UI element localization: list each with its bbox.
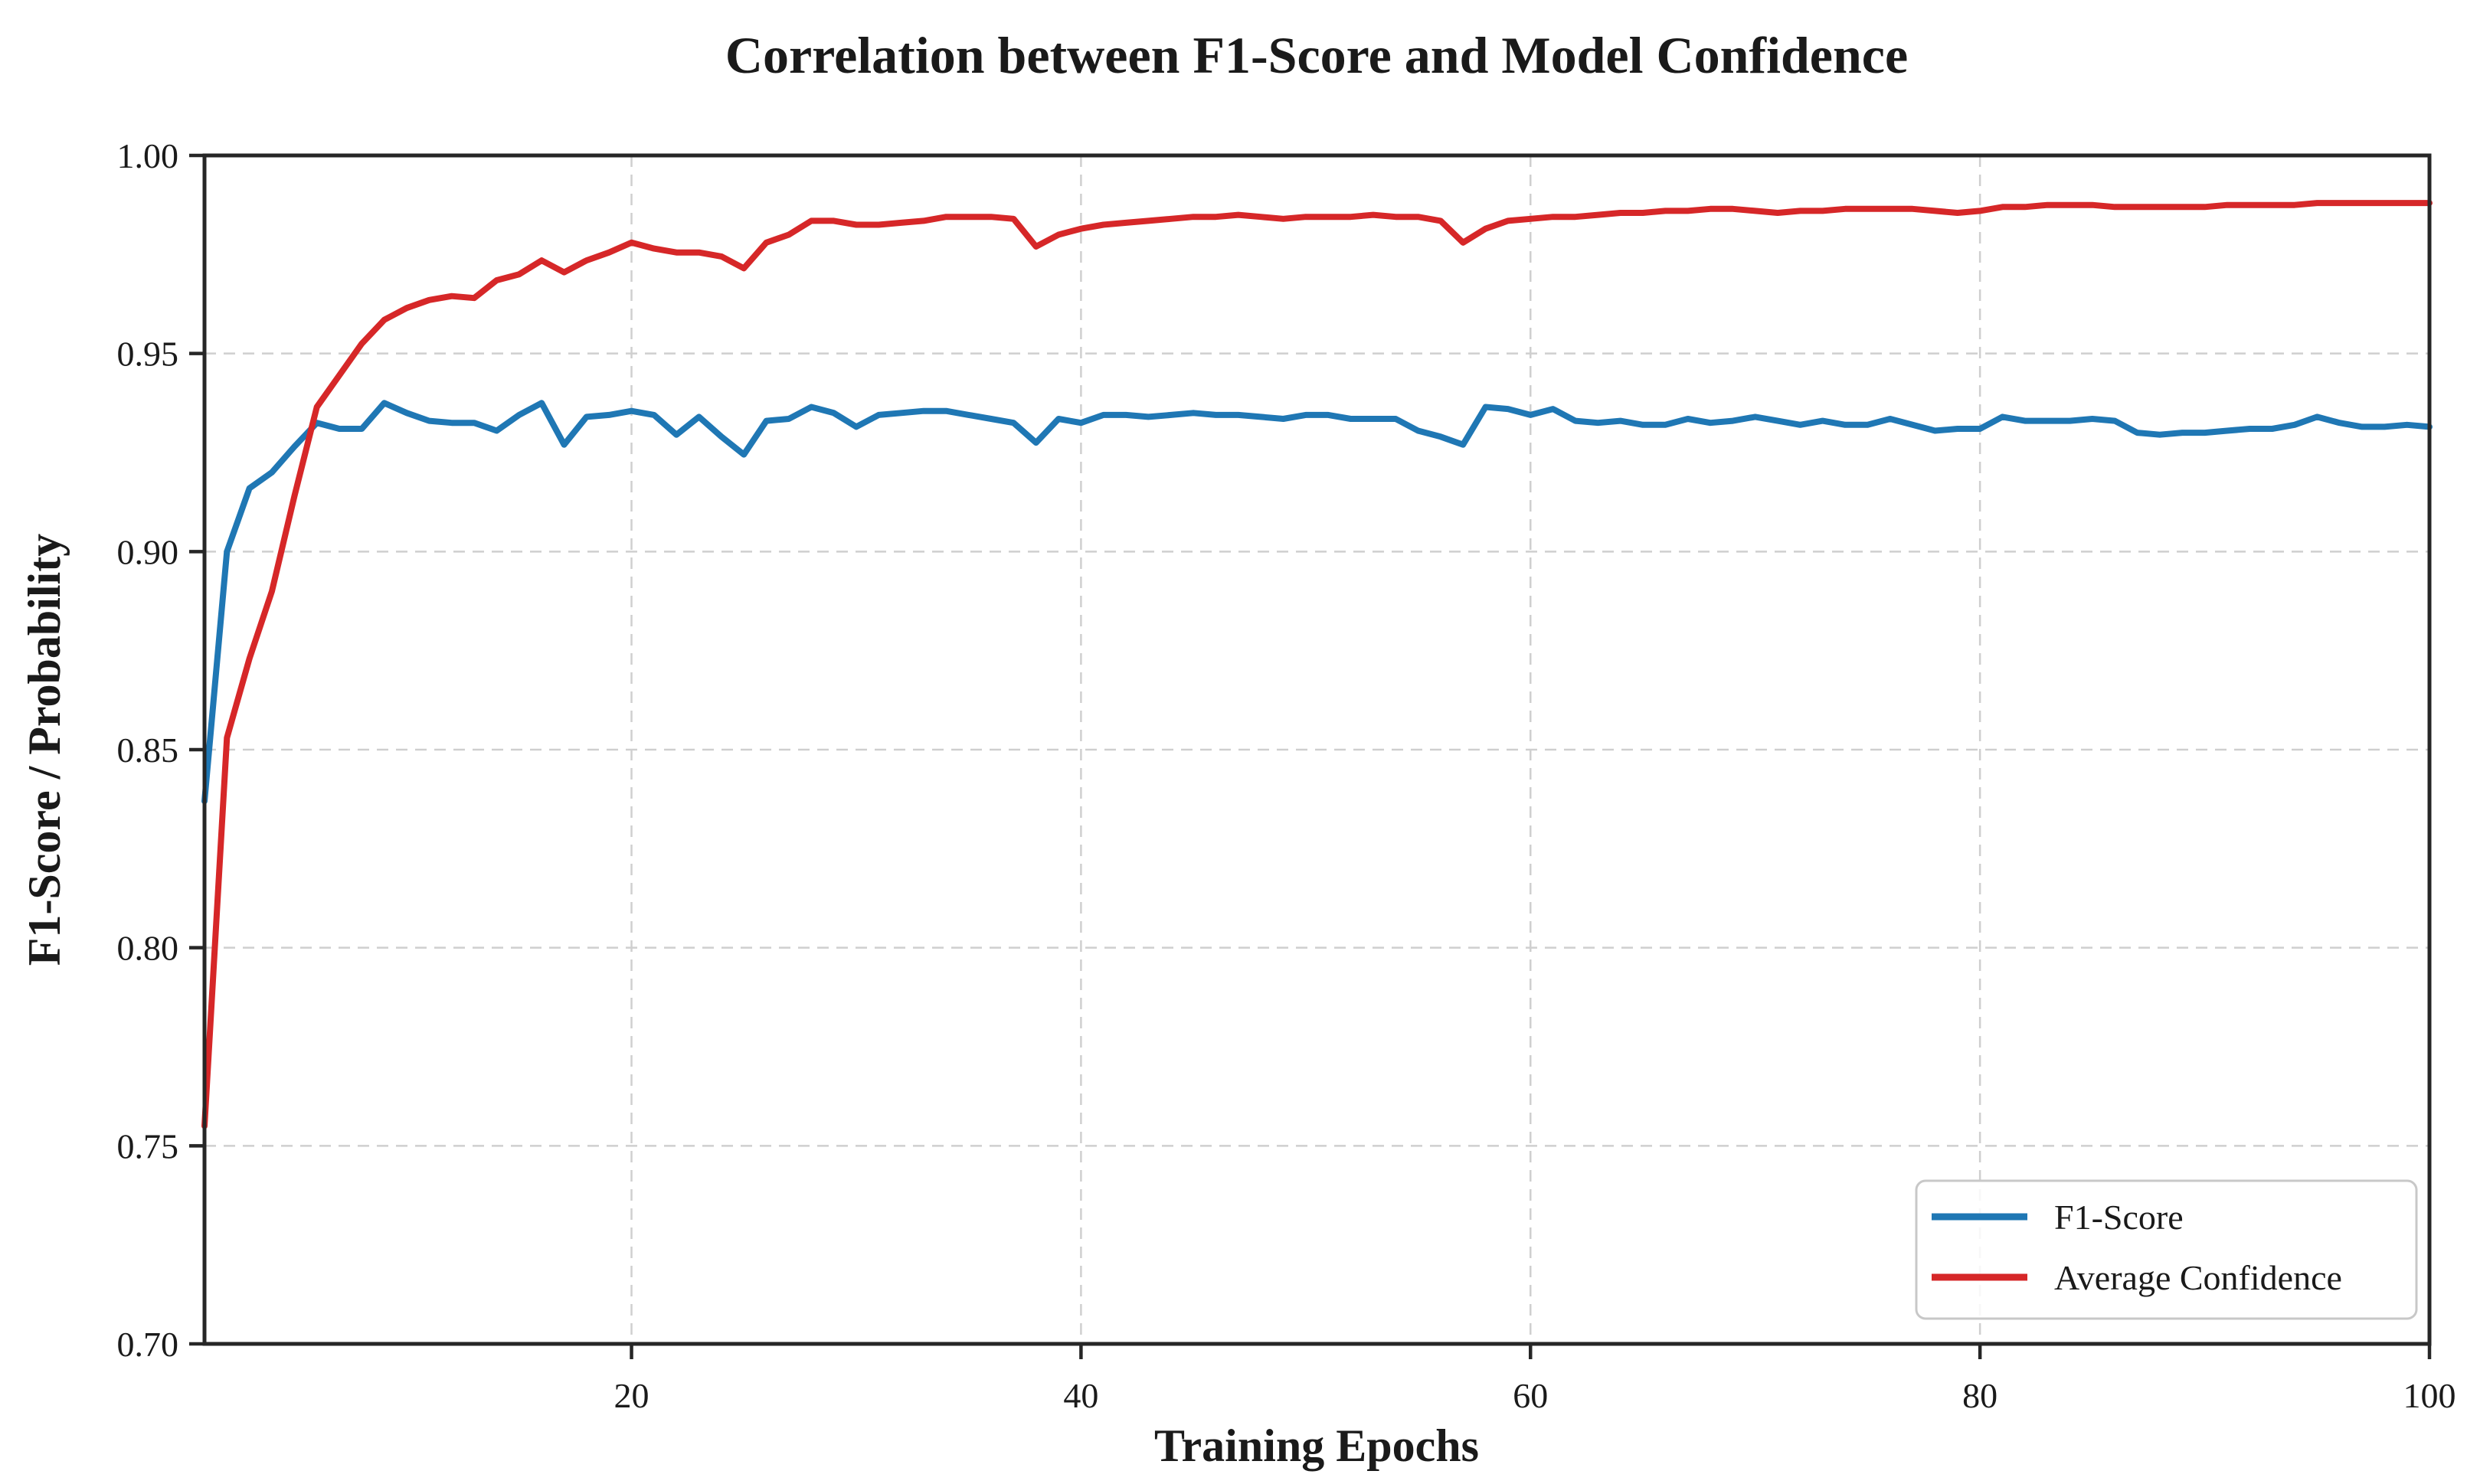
x-tick-label: 100	[2403, 1376, 2456, 1415]
axes: 0.70 0.75 0.80 0.85 0.90 0.95 1.00 20 40 60 80 100	[117, 136, 2456, 1415]
y-tick-label: 0.70	[117, 1325, 179, 1364]
x-tick-label: 20	[614, 1376, 649, 1415]
x-tick-label: 80	[1962, 1376, 1997, 1415]
y-tick-label: 0.95	[117, 335, 179, 374]
y-tick-label: 0.90	[117, 532, 179, 571]
y-tick-label: 0.80	[117, 929, 179, 968]
legend-label-f1-score: F1-Score	[2054, 1198, 2184, 1237]
legend-box	[1915, 1179, 2418, 1320]
y-tick-label: 0.85	[117, 731, 179, 770]
x-axis-label: Training Epochs	[1154, 1420, 1479, 1471]
x-tick-label: 40	[1063, 1376, 1098, 1415]
chart-title: Correlation between F1-Score and Model C…	[725, 26, 1908, 84]
series-line-f1-score	[201, 400, 2433, 805]
legend-label-average-confidence: Average Confidence	[2054, 1258, 2342, 1297]
x-tick-label: 60	[1513, 1376, 1548, 1415]
legend: F1-Score Average Confidence	[1915, 1179, 2418, 1320]
gridlines	[204, 155, 2429, 1344]
series-lines	[201, 200, 2433, 1129]
y-tick-label: 1.00	[117, 136, 179, 175]
y-tick-label: 0.75	[117, 1126, 179, 1165]
y-axis-label: F1-Score / Probability	[19, 534, 70, 966]
series-line-average-confidence	[201, 200, 2433, 1129]
